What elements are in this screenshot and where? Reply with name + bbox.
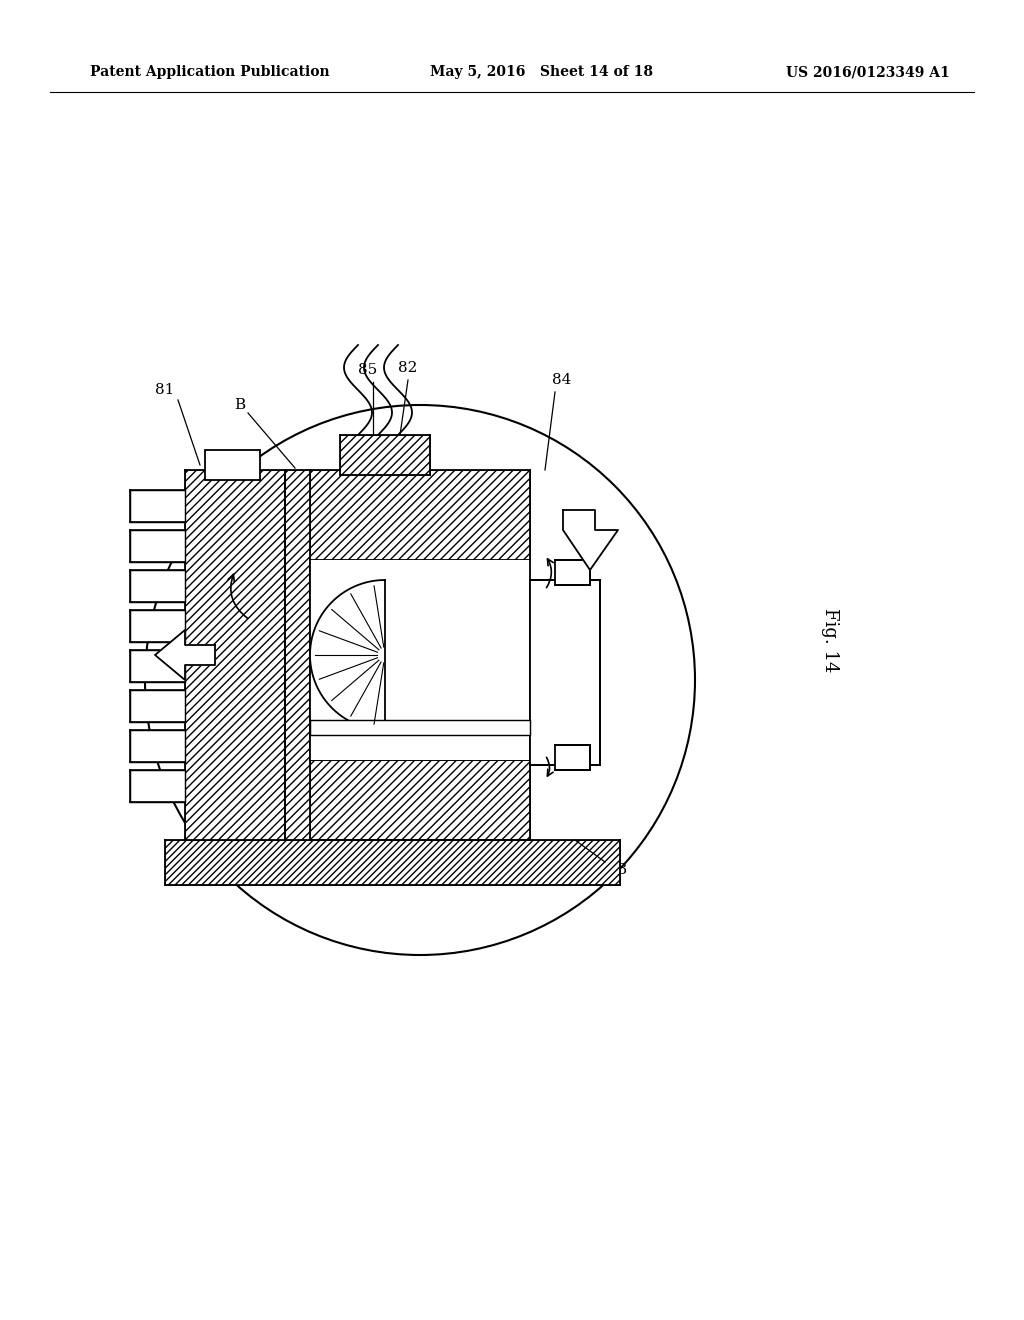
Bar xyxy=(130,490,185,521)
Bar xyxy=(130,570,185,602)
Text: Fig. 14: Fig. 14 xyxy=(821,607,839,672)
Text: 81: 81 xyxy=(156,383,175,397)
Text: 84: 84 xyxy=(552,374,571,387)
Bar xyxy=(555,560,590,585)
Bar xyxy=(530,579,600,766)
Text: B: B xyxy=(234,399,246,412)
Bar xyxy=(130,610,185,642)
Bar xyxy=(310,760,530,840)
Bar xyxy=(185,470,285,840)
Bar xyxy=(130,690,185,722)
Polygon shape xyxy=(563,510,618,570)
Text: May 5, 2016   Sheet 14 of 18: May 5, 2016 Sheet 14 of 18 xyxy=(430,65,653,79)
Bar xyxy=(130,649,185,682)
Bar xyxy=(310,470,530,560)
Bar xyxy=(205,450,260,480)
Bar xyxy=(340,436,430,475)
Text: Patent Application Publication: Patent Application Publication xyxy=(90,65,330,79)
Bar xyxy=(310,560,530,760)
Text: 85: 85 xyxy=(358,363,378,378)
Bar xyxy=(130,730,185,762)
Bar xyxy=(555,744,590,770)
Text: US 2016/0123349 A1: US 2016/0123349 A1 xyxy=(786,65,950,79)
Bar xyxy=(165,840,620,884)
Bar xyxy=(310,719,530,735)
Text: 83: 83 xyxy=(608,863,628,876)
Text: 82: 82 xyxy=(398,360,418,375)
Polygon shape xyxy=(155,630,215,680)
Bar xyxy=(130,770,185,803)
Bar xyxy=(285,470,310,840)
Bar xyxy=(130,531,185,562)
